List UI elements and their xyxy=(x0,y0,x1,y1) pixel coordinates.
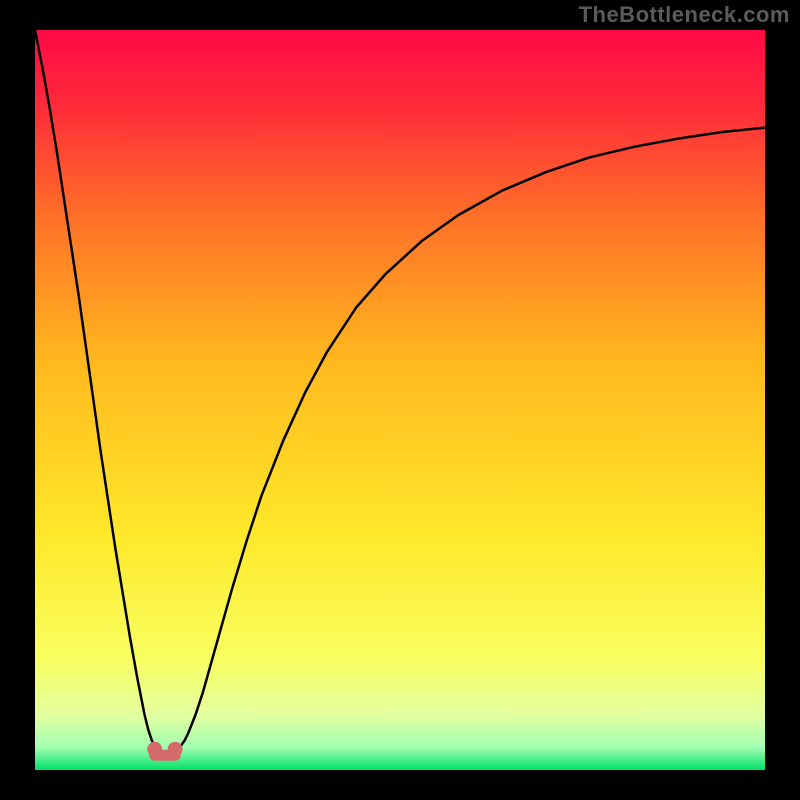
chart-stage: TheBottleneck.com xyxy=(0,0,800,800)
marker-point-1 xyxy=(168,742,182,756)
marker-point-0 xyxy=(148,742,162,756)
watermark-text: TheBottleneck.com xyxy=(579,2,790,28)
bottleneck-chart xyxy=(0,0,800,800)
chart-background xyxy=(35,30,765,770)
